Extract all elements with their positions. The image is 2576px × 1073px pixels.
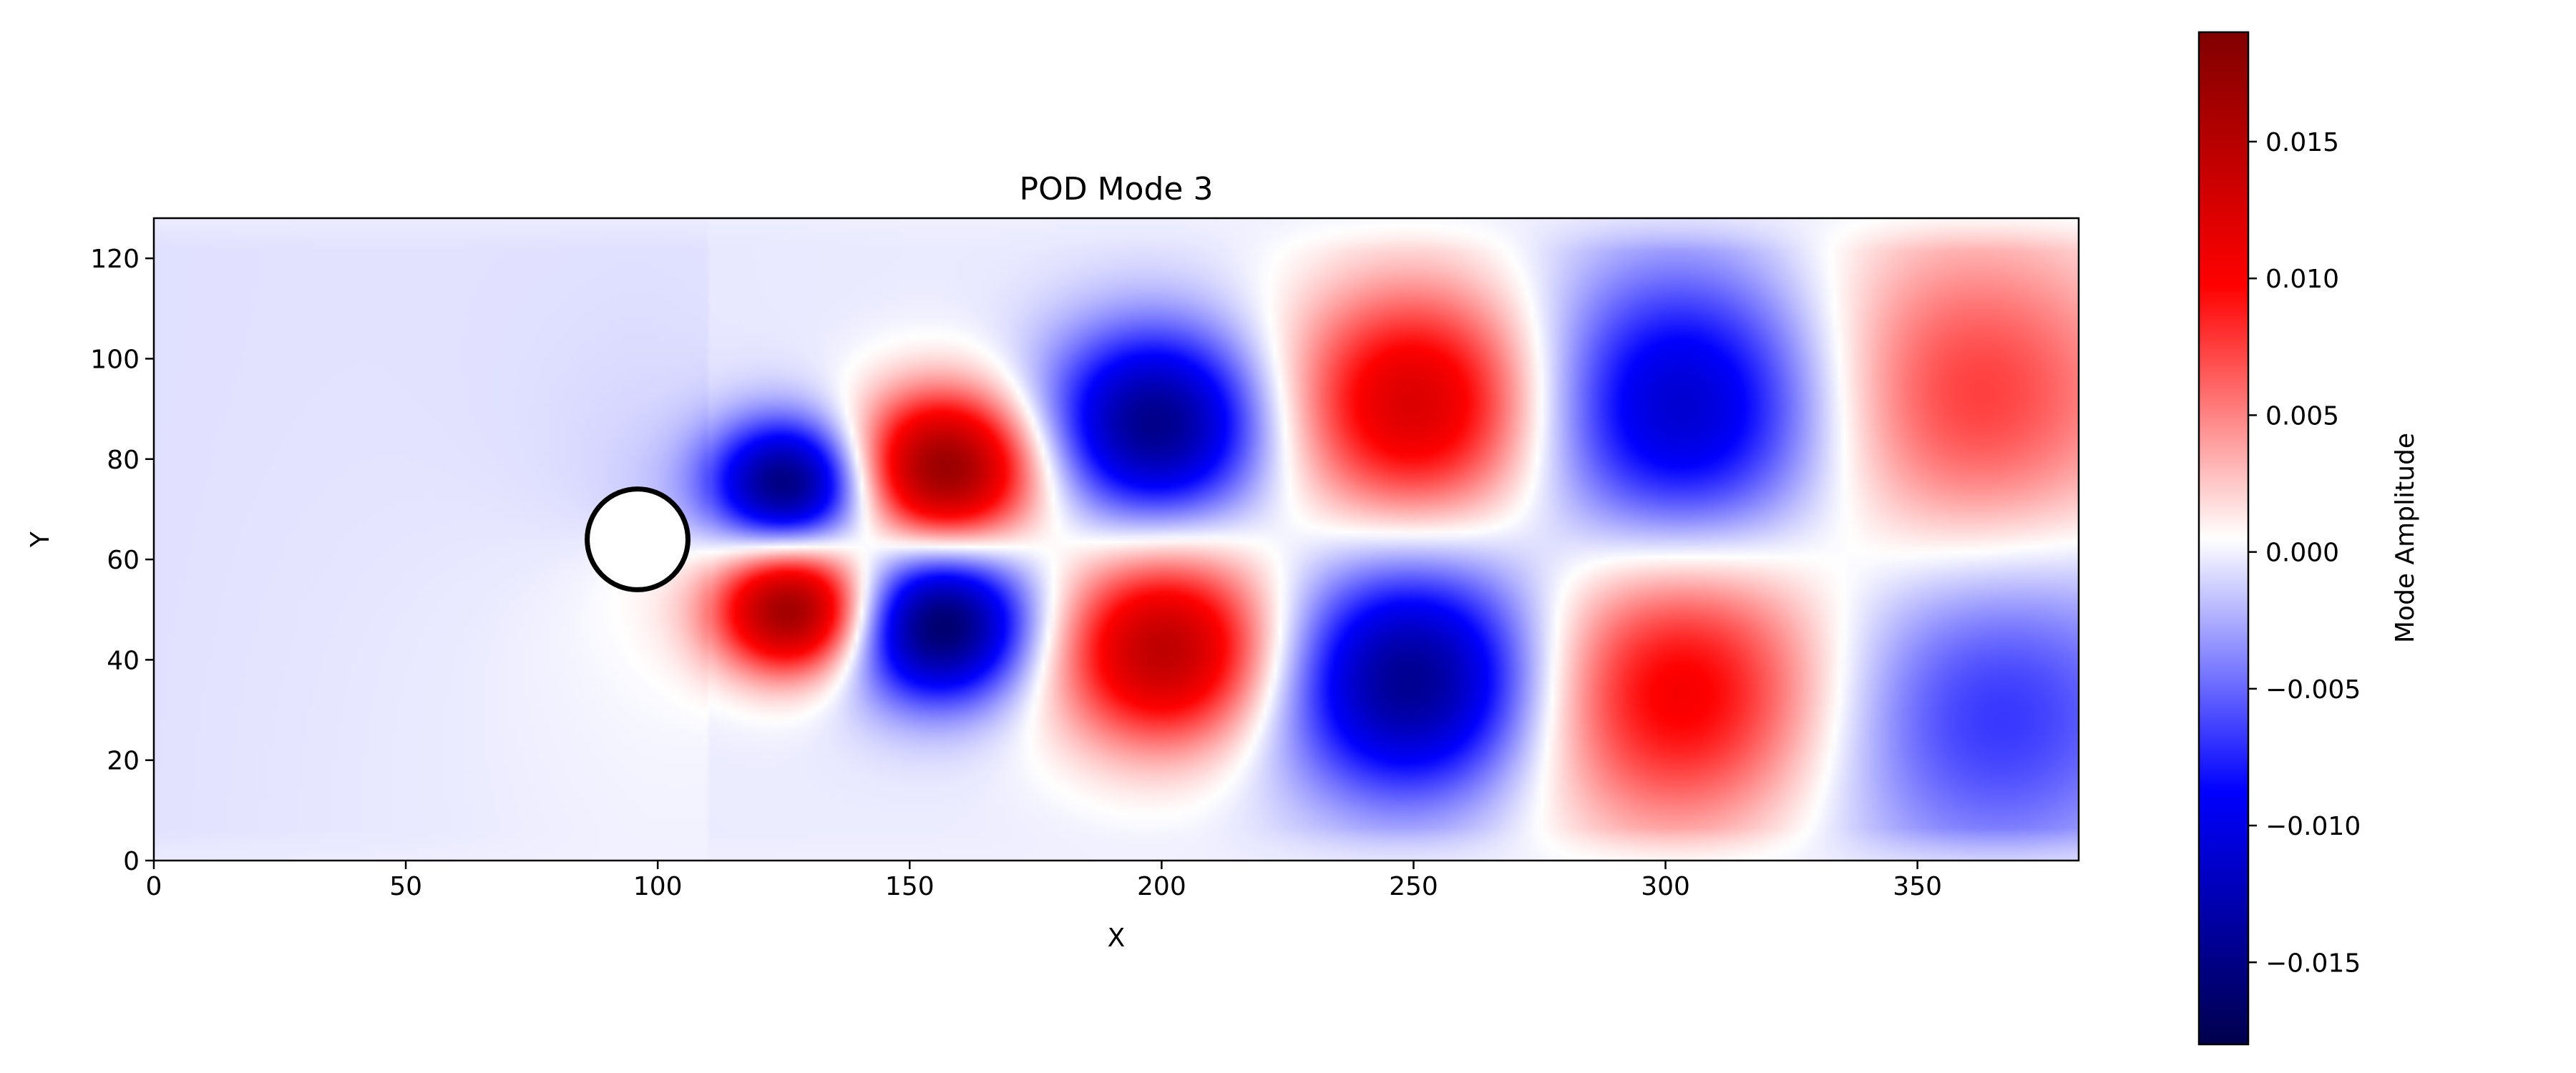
x-tick-label: 100 — [633, 872, 683, 901]
y-axis-ticks: 0 20 40 60 80 100 120 — [90, 245, 154, 876]
y-tick-label: 60 — [107, 546, 140, 575]
y-tick-label: 0 — [123, 847, 140, 876]
x-tick-label: 150 — [885, 872, 935, 901]
y-tick-label: 40 — [107, 646, 140, 675]
chart-title: POD Mode 3 — [1020, 171, 1214, 207]
colorbar-tick-label: 0.000 — [2265, 539, 2339, 568]
colorbar-tick-label: 0.015 — [2265, 128, 2339, 157]
cylinder-obstacle — [585, 486, 691, 592]
x-tick-label: 350 — [1893, 872, 1942, 901]
colorbar-gradient — [2197, 31, 2250, 1046]
x-tick-label: 250 — [1389, 872, 1438, 901]
y-axis-label: Y — [26, 531, 55, 548]
colorbar-ticks: −0.015 −0.010 −0.005 0.000 0.005 0.010 0.015 — [2248, 128, 2361, 978]
colorbar-label: Mode Amplitude — [2391, 433, 2420, 643]
y-tick-label: 80 — [107, 446, 140, 475]
colorbar: −0.015 −0.010 −0.005 0.000 0.005 0.010 0.015 M… — [2197, 31, 2420, 1046]
x-tick-label: 50 — [389, 872, 422, 901]
colorbar-tick-label: −0.010 — [2265, 812, 2361, 841]
colorbar-tick-label: −0.005 — [2265, 675, 2361, 705]
plot-area — [152, 217, 2080, 862]
mode-field — [154, 218, 2079, 861]
colorbar-tick-label: 0.010 — [2265, 265, 2339, 294]
y-tick-label: 120 — [90, 245, 140, 274]
x-tick-label: 200 — [1137, 872, 1186, 901]
colorbar-tick-label: 0.005 — [2265, 401, 2339, 431]
x-axis-label: X — [1108, 923, 1126, 953]
x-tick-label: 0 — [146, 872, 162, 901]
colorbar-tick-label: −0.015 — [2265, 949, 2361, 978]
y-tick-label: 100 — [90, 345, 140, 374]
x-tick-label: 300 — [1641, 872, 1690, 901]
y-tick-label: 20 — [107, 747, 140, 776]
plot-frame — [152, 217, 2080, 862]
x-axis-ticks: 0 50 100 150 200 250 300 350 — [146, 861, 1942, 901]
